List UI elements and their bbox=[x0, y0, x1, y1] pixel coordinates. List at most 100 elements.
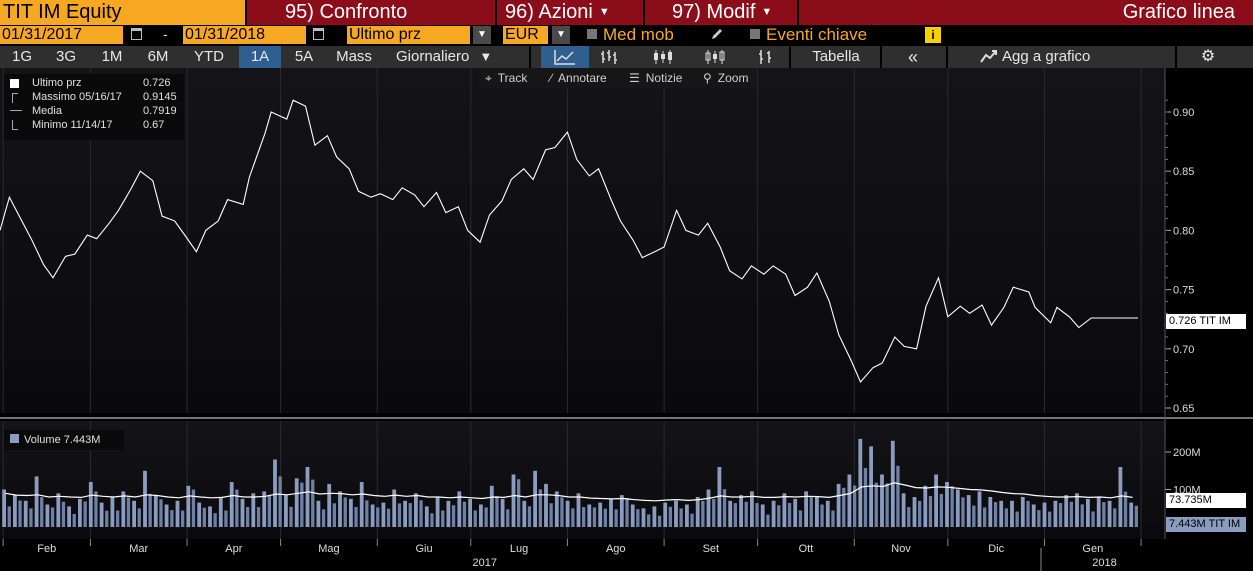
currency-select[interactable]: EUR bbox=[503, 26, 548, 44]
price-field-select[interactable]: Ultimo prz bbox=[347, 26, 470, 44]
volume-bar bbox=[825, 500, 830, 528]
volume-legend: Volume 7.443M bbox=[4, 430, 124, 450]
volume-bar bbox=[950, 486, 954, 527]
high-low-icon[interactable] bbox=[749, 46, 781, 68]
volume-bar bbox=[45, 504, 50, 527]
track-tool[interactable]: ⌖ Track bbox=[485, 68, 527, 88]
edit-menu[interactable]: 97) Modif ▼ bbox=[672, 0, 772, 25]
end-date-field[interactable]: 01/31/2018 bbox=[183, 26, 306, 44]
volume-bar bbox=[484, 507, 488, 527]
chart-title: Grafico linea bbox=[1122, 1, 1235, 23]
moving-average-checkbox[interactable] bbox=[587, 29, 597, 39]
period-6m[interactable]: 6M bbox=[147, 48, 169, 65]
legend-last-label: Ultimo prz bbox=[32, 77, 82, 89]
period-5y[interactable]: 5A bbox=[294, 48, 314, 65]
period-1d[interactable]: 1G bbox=[11, 48, 32, 65]
volume-bar bbox=[755, 503, 759, 527]
volume-bar bbox=[798, 510, 803, 527]
start-date-field[interactable]: 01/31/2017 bbox=[0, 26, 123, 44]
y-tick-label: 0.75 bbox=[1173, 285, 1194, 297]
period-1y[interactable]: 1A bbox=[239, 46, 281, 68]
volume-bar bbox=[517, 479, 521, 527]
volume-bar bbox=[251, 493, 256, 528]
volume-bar bbox=[522, 500, 527, 528]
add-to-chart-button[interactable]: Agg a grafico bbox=[980, 46, 1140, 68]
volume-bar bbox=[170, 510, 174, 527]
volume-bar bbox=[1118, 467, 1123, 527]
volume-bar bbox=[229, 482, 234, 527]
volume-bar bbox=[544, 483, 548, 527]
chevron-down-icon: ▼ bbox=[598, 6, 610, 18]
info-icon[interactable]: i bbox=[925, 27, 941, 43]
frequency-select[interactable]: Giornaliero ▼ bbox=[388, 46, 528, 68]
volume-bar bbox=[256, 507, 261, 527]
chevron-down-icon[interactable]: ▼ bbox=[552, 26, 570, 44]
volume-bar bbox=[105, 510, 109, 527]
volume-bar bbox=[652, 506, 657, 527]
volume-bar bbox=[1102, 502, 1106, 527]
x-tick-label: Set bbox=[703, 543, 720, 555]
volume-bar bbox=[685, 504, 689, 527]
volume-bar bbox=[609, 498, 613, 527]
calendar-icon[interactable] bbox=[131, 28, 142, 40]
chevron-down-icon[interactable]: ▼ bbox=[473, 26, 491, 44]
volume-bar bbox=[153, 495, 158, 527]
volume-bar bbox=[782, 493, 787, 528]
pencil-icon[interactable] bbox=[709, 26, 725, 42]
volume-bar bbox=[663, 502, 668, 527]
volume-bar bbox=[338, 491, 342, 527]
candlestick-chart-icon[interactable] bbox=[645, 46, 681, 68]
calendar-icon[interactable] bbox=[313, 28, 324, 40]
volume-bar bbox=[381, 502, 386, 527]
volume-bar bbox=[1123, 491, 1128, 527]
compare-menu[interactable]: 95) Confronto bbox=[285, 0, 407, 25]
actions-menu[interactable]: 96) Azioni ▼ bbox=[505, 0, 610, 25]
period-3d[interactable]: 3G bbox=[55, 48, 76, 65]
volume-bar bbox=[565, 500, 570, 528]
volume-bar bbox=[636, 509, 640, 527]
volume-bar bbox=[1026, 500, 1030, 527]
x-tick-label: Dic bbox=[988, 543, 1004, 555]
volume-bar bbox=[592, 507, 597, 527]
zoom-tool[interactable]: ⚲ Zoom bbox=[703, 68, 748, 88]
volume-bar bbox=[414, 493, 418, 528]
volume-bar bbox=[435, 497, 440, 527]
line-chart-icon[interactable] bbox=[541, 46, 589, 68]
bar-style-icon[interactable] bbox=[697, 46, 733, 68]
volume-bar bbox=[224, 510, 228, 527]
key-events-checkbox[interactable] bbox=[750, 29, 760, 39]
volume-bar bbox=[94, 491, 98, 527]
gear-icon[interactable]: ⚙ bbox=[1200, 48, 1216, 65]
chevron-down-icon: ▼ bbox=[761, 6, 773, 18]
volume-bar bbox=[901, 493, 906, 528]
last-volume-tag: 7.443M TIT IM bbox=[1166, 517, 1246, 532]
volume-bar bbox=[23, 500, 28, 528]
volume-bar bbox=[1031, 504, 1036, 527]
volume-bar bbox=[983, 507, 987, 527]
volume-bar bbox=[907, 507, 911, 527]
volume-bar bbox=[267, 496, 271, 527]
add-to-chart-label: Agg a grafico bbox=[1002, 48, 1091, 65]
volume-bar bbox=[300, 482, 304, 527]
volume-bar bbox=[961, 497, 965, 527]
volume-bar bbox=[164, 504, 169, 527]
period-max[interactable]: Mass bbox=[336, 48, 372, 65]
volume-bar bbox=[67, 506, 71, 527]
annotate-tool[interactable]: ∕ Annotare bbox=[550, 68, 607, 88]
volume-bar bbox=[376, 507, 380, 527]
legend-avg-value: 0.7919 bbox=[143, 105, 177, 117]
period-1m[interactable]: 1M bbox=[101, 48, 123, 65]
table-button[interactable]: Tabella bbox=[812, 48, 860, 65]
track-label: Track bbox=[497, 71, 528, 85]
collapse-button[interactable]: « bbox=[907, 47, 918, 67]
volume-bar bbox=[262, 491, 267, 527]
legend-low-label: Minimo 11/14/17 bbox=[32, 119, 113, 131]
menu-divider bbox=[643, 0, 645, 25]
volume-bar bbox=[321, 509, 326, 527]
ohlc-chart-icon[interactable] bbox=[593, 46, 629, 68]
news-tool[interactable]: ☰ Notizie bbox=[629, 68, 682, 88]
period-ytd[interactable]: YTD bbox=[194, 48, 224, 65]
x-tick-label: Feb bbox=[37, 543, 56, 555]
ticker-field[interactable]: TIT IM Equity bbox=[0, 0, 245, 25]
